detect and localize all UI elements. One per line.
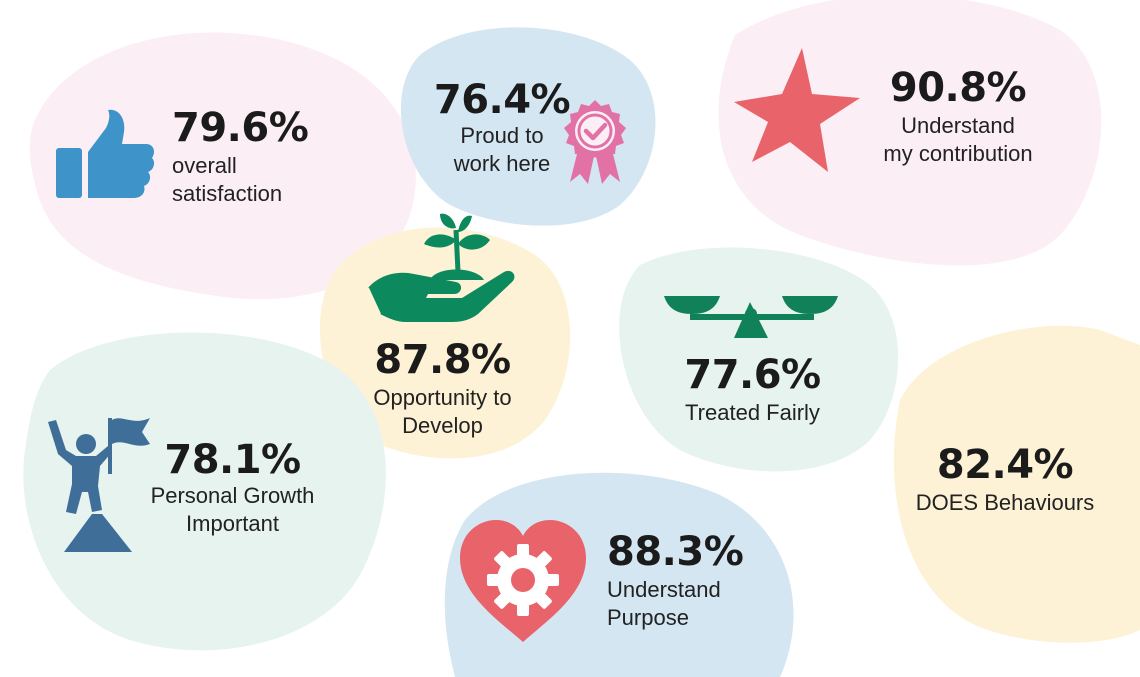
stat-proud: 76.4% Proud to work here xyxy=(432,80,572,178)
blob-contribution xyxy=(718,0,1102,266)
stat-label-line1: DOES Behaviours xyxy=(915,490,1095,515)
stat-satisfaction: 79.6% overall satisfaction xyxy=(172,105,309,208)
stat-contribution: 90.8% Understand my contribution xyxy=(858,68,1058,168)
stat-label-line1: Treated Fairly xyxy=(685,400,820,425)
stat-label-line2: Important xyxy=(186,511,279,536)
stat-label-line1: Understand xyxy=(607,577,721,602)
stat-develop: 87.8% Opportunity to Develop xyxy=(355,340,530,440)
stat-label-line1: Personal Growth xyxy=(150,483,315,508)
stat-value: 87.8% xyxy=(374,337,511,383)
stat-label-line1: Opportunity to xyxy=(373,385,512,410)
blob-does xyxy=(893,325,1140,643)
stat-growth: 78.1% Personal Growth Important xyxy=(130,440,335,538)
stat-value: 82.4% xyxy=(936,442,1074,488)
stat-value: 76.4% xyxy=(433,77,571,123)
stat-label-line1: Understand xyxy=(901,113,1015,138)
mountain-climber-flag-icon xyxy=(46,410,156,555)
stat-label-line2: my contribution xyxy=(883,141,1033,166)
star-icon xyxy=(732,46,862,174)
stat-does: 82.4% DOES Behaviours xyxy=(905,445,1105,517)
award-rosette-icon xyxy=(560,98,630,188)
balance-scale-icon xyxy=(664,292,840,342)
stat-purpose: 88.3% Understand Purpose xyxy=(607,529,744,632)
blob-growth xyxy=(23,332,386,651)
stat-value: 88.3% xyxy=(607,529,744,575)
stat-value: 77.6% xyxy=(684,352,821,398)
blob-proud xyxy=(400,27,656,226)
stat-label-line2: Purpose xyxy=(607,605,689,630)
stat-value: 90.8% xyxy=(889,65,1027,111)
stat-label-line2: work here xyxy=(453,151,551,176)
stat-value: 78.1% xyxy=(164,437,301,483)
stat-label-line1: overall xyxy=(172,153,237,178)
stat-label-line2: Develop xyxy=(402,413,483,438)
stat-label-line2: satisfaction xyxy=(172,181,283,206)
sprout-in-hand-icon xyxy=(366,210,516,325)
blob-satisfaction xyxy=(29,32,416,300)
stat-fairly: 77.6% Treated Fairly xyxy=(660,355,845,427)
heart-gear-icon xyxy=(458,518,588,644)
stat-label-line1: Proud to xyxy=(460,123,544,148)
stat-value: 79.6% xyxy=(172,105,309,151)
thumbs-up-icon xyxy=(56,108,156,204)
